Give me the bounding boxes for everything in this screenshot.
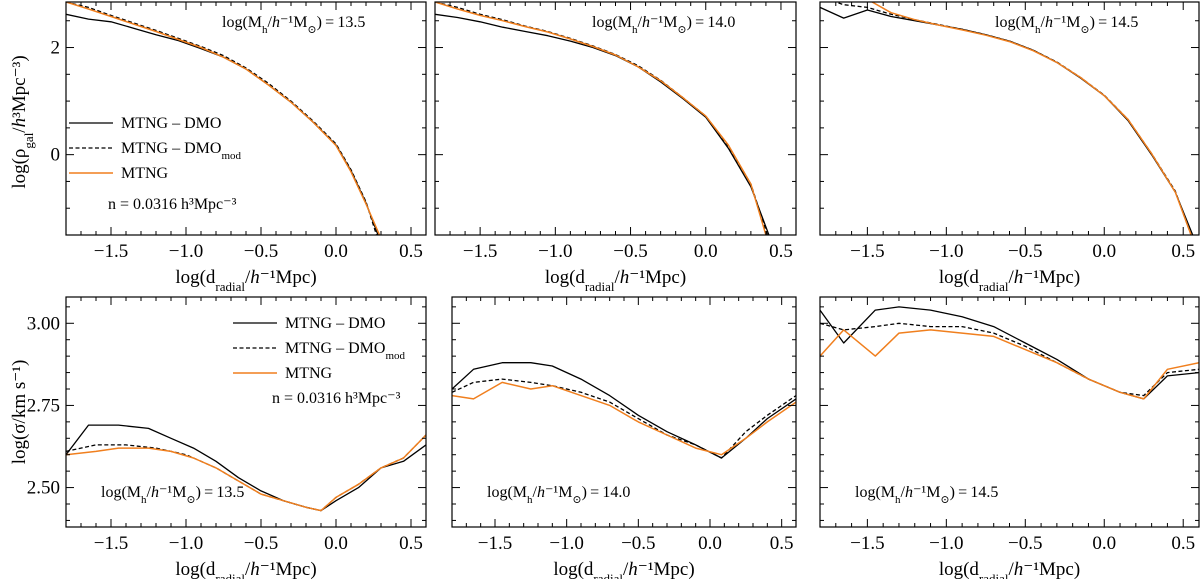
series-line-mtng [66,434,426,512]
x-tick-label: 0.0 [324,241,348,262]
x-tick-label: 0.5 [770,533,794,554]
x-tick-label: −0.5 [1008,241,1042,262]
legend: MTNG – DMO MTNG – DMOmod MTNG n = 0.0316 h³… [69,115,242,213]
series-line-mtng [66,2,381,235]
series-group [66,2,381,235]
series-line-mtng-dmo-mod [452,378,796,459]
series-line-mtng-dmo-mod [435,2,769,235]
x-tick-label: 0.0 [698,533,722,554]
legend-entry-mtng-dmo: MTNG – DMO [121,115,221,132]
legend: MTNG – DMO MTNG – DMOmod MTNG n = 0.0316 h³… [233,315,406,407]
chart-panel-1: −1.5 −1.0 −0.5 0.0 0.5 0 2 log(dradial/h⁻¹Mpc) l… [51,1,427,294]
x-axis-label: log(dradial/h⁻¹Mpc) [553,559,694,579]
x-tick-label: −1.5 [850,533,884,554]
y-axis-labels: log(ρgal/h³Mpc⁻³) log(σ/km s⁻¹) [9,55,36,464]
legend-entry-mtng-dmo: MTNG – DMO [285,315,385,332]
series-line-mtng-dmo [435,13,770,235]
x-tick-label: −1.0 [929,533,963,554]
legend-entry-mtng: MTNG [285,365,333,382]
legend-entry-mtng-dmo-mod: MTNG – DMOmod [121,140,242,162]
x-tick-label: 0.5 [399,241,423,262]
y-tick-label: 2 [51,38,61,59]
x-tick-label: −1.0 [929,241,963,262]
series-group [435,2,770,235]
x-tick-label: 0.5 [1171,241,1195,262]
series-line-mtng-dmo [66,424,426,512]
x-tick-label: 0.0 [1092,533,1116,554]
x-tick-label: −0.5 [244,241,278,262]
chart-panel-6: −1.5 −1.0 −0.5 0.0 0.5 log(dradial/h⁻¹Mpc) log… [819,296,1200,579]
x-tick-label: 0.0 [1092,241,1116,262]
y-axis-label-dispersion: log(σ/km s⁻¹) [9,360,30,465]
halo-mass-label: log(Mh/h⁻¹M⊙) = 13.5 [101,484,244,506]
y-tick-label: 2.75 [27,395,60,416]
chart-panel-4: −1.5 −1.0 −0.5 0.0 0.5 2.50 2.75 3.00 log(dradia… [27,296,427,579]
x-tick-label: −1.5 [94,241,128,262]
chart-panel-5: −1.5 −1.0 −0.5 0.0 0.5 log(dradial/h⁻¹Mpc) log… [451,296,797,579]
x-tick-label: −1.5 [850,241,884,262]
x-tick-label: −1.5 [94,533,128,554]
x-tick-label: −0.5 [1008,533,1042,554]
x-tick-label: 0.0 [324,533,348,554]
panels: −1.5 −1.0 −0.5 0.0 0.5 0 2 log(dradial/h⁻¹Mpc) l… [9,1,1200,579]
x-tick-label: −0.5 [613,241,647,262]
plot-frame [819,1,1200,236]
halo-mass-label: log(Mh/h⁻¹M⊙) = 14.5 [995,14,1138,36]
series-line-mtng-dmo-mod [820,322,1199,397]
x-tick-label: −0.5 [244,533,278,554]
series-line-mtng-dmo [820,6,1194,235]
series-group [66,424,426,512]
halo-mass-label: log(Mh/h⁻¹M⊙) = 13.5 [222,14,365,36]
x-axis-label: log(dradial/h⁻¹Mpc) [175,559,316,579]
x-axis-label: log(dradial/h⁻¹Mpc) [939,267,1080,294]
series-group [452,362,796,459]
x-tick-label: 0.5 [769,241,793,262]
halo-mass-label: log(Mh/h⁻¹M⊙) = 14.0 [487,484,630,506]
x-tick-label: 0.5 [399,533,423,554]
y-tick-label: 3.00 [27,313,60,334]
series-line-mtng [820,329,1199,400]
series-line-mtng [870,2,1192,235]
series-line-mtng-dmo-mod [833,2,1192,235]
series-line-mtng [435,2,767,235]
halo-mass-label: log(Mh/h⁻¹M⊙) = 14.0 [592,14,735,36]
series-line-mtng [452,381,796,456]
chart-panel-2: −1.5 −1.0 −0.5 0.0 0.5 log(dradial/h⁻¹Mpc) log… [434,1,797,294]
y-tick-label: 2.50 [27,478,60,499]
plot-frame [434,1,797,236]
x-axis-label: log(dradial/h⁻¹Mpc) [939,559,1080,579]
series-group [820,306,1199,400]
x-tick-label: −1.0 [169,241,203,262]
y-axis-label-density: log(ρgal/h³Mpc⁻³) [9,55,36,188]
x-tick-label: −1.5 [478,533,512,554]
x-axis-label: log(dradial/h⁻¹Mpc) [545,267,686,294]
x-tick-label: −1.0 [538,241,572,262]
x-tick-label: −1.0 [549,533,583,554]
series-line-mtng-dmo [820,306,1199,400]
x-tick-label: 0.5 [1171,533,1195,554]
x-tick-label: −1.0 [169,533,203,554]
series-line-mtng-dmo-mod [66,2,378,235]
y-tick-label: 0 [51,145,61,166]
x-tick-label: 0.0 [694,241,718,262]
x-tick-label: −0.5 [621,533,655,554]
x-axis-label: log(dradial/h⁻¹Mpc) [175,267,316,294]
chart-panel-3: −1.5 −1.0 −0.5 0.0 0.5 log(dradial/h⁻¹Mpc) log… [819,1,1200,294]
legend-entry-mtng-dmo-mod: MTNG – DMOmod [285,340,406,362]
series-group [820,2,1194,235]
halo-mass-label: log(Mh/h⁻¹M⊙) = 14.5 [855,484,998,506]
number-density-label: n = 0.0316 h³Mpc⁻³ [108,196,237,213]
number-density-label: n = 0.0316 h³Mpc⁻³ [272,390,401,407]
legend-entry-mtng: MTNG [121,165,169,182]
x-tick-label: −1.5 [463,241,497,262]
